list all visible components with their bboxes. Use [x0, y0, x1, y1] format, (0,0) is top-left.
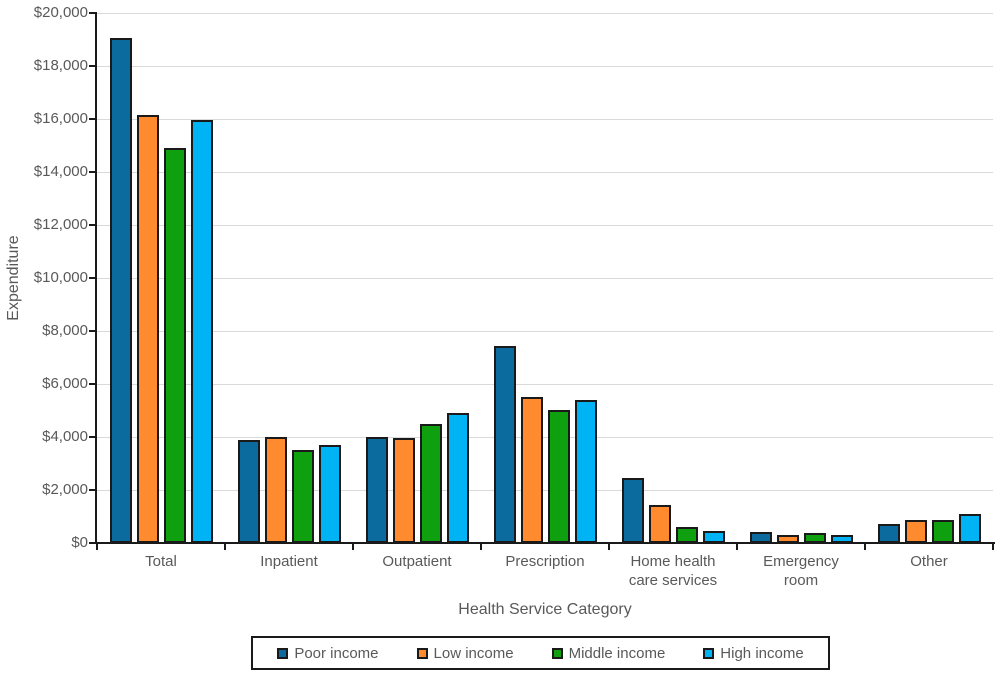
bar-high-income-outpatient: [446, 413, 469, 543]
y-tick-label: $0: [71, 534, 88, 551]
y-tick-label: $10,000: [33, 269, 88, 286]
bar-group-emergency-room: [737, 13, 865, 543]
y-axis-tick: [89, 489, 97, 491]
category-label-prescription: Prescription: [505, 553, 585, 570]
bar-middle-income-home-health-care-services: [675, 527, 698, 543]
bar-high-income-other: [958, 514, 981, 543]
bar-middle-income-inpatient: [291, 450, 314, 543]
bar-middle-income-outpatient: [419, 424, 442, 543]
bar-poor-income-inpatient: [237, 440, 260, 543]
y-axis-tick: [89, 224, 97, 226]
bar-middle-income-total: [163, 148, 186, 543]
y-axis-tick: [89, 542, 97, 544]
legend-label: Middle income: [568, 644, 666, 662]
category-label-outpatient: Outpatient: [382, 553, 452, 570]
y-tick-label: $6,000: [42, 375, 88, 392]
bar-group-other: [865, 13, 993, 543]
y-axis-tick: [89, 383, 97, 385]
x-axis-title: Health Service Category: [458, 601, 632, 618]
bar-high-income-prescription: [574, 400, 597, 543]
gridline: [97, 278, 993, 279]
legend-label: High income: [720, 644, 804, 662]
y-tick-label: $14,000: [33, 163, 88, 180]
bar-poor-income-total: [109, 38, 132, 543]
legend-label: Low income: [433, 644, 514, 662]
x-axis-line: [95, 542, 995, 544]
category-label-emergency-room: Emergency room: [763, 553, 839, 589]
y-tick-label: $2,000: [42, 481, 88, 498]
gridline: [97, 225, 993, 226]
y-axis-tick: [89, 171, 97, 173]
x-axis-tick: [736, 544, 738, 550]
category-label-home-health-care-services: Home health care services: [628, 553, 718, 589]
y-axis-tick: [89, 436, 97, 438]
category-label-inpatient: Inpatient: [260, 553, 318, 570]
bar-group-outpatient: [353, 13, 481, 543]
bar-middle-income-prescription: [547, 410, 570, 543]
bar-low-income-home-health-care-services: [648, 505, 671, 543]
legend-swatch-high-income: [703, 647, 715, 659]
gridline: [97, 331, 993, 332]
y-tick-label: $20,000: [33, 4, 88, 21]
x-axis-tick: [864, 544, 866, 550]
legend-item-middle-income: Middle income: [551, 644, 666, 662]
x-axis-tick: [96, 544, 98, 550]
bar-low-income-prescription: [520, 397, 543, 543]
y-axis-tick: [89, 12, 97, 14]
gridline: [97, 119, 993, 120]
x-axis-tick: [224, 544, 226, 550]
bar-low-income-outpatient: [392, 438, 415, 543]
legend-item-low-income: Low income: [416, 644, 514, 662]
legend-swatch-low-income: [416, 647, 428, 659]
legend-label: Poor income: [294, 644, 379, 662]
y-axis-tick: [89, 118, 97, 120]
legend-swatch-middle-income: [551, 647, 563, 659]
bar-group-inpatient: [225, 13, 353, 543]
bar-high-income-total: [190, 120, 213, 543]
bar-high-income-inpatient: [318, 445, 341, 543]
bar-poor-income-prescription: [493, 346, 516, 543]
bar-poor-income-outpatient: [365, 437, 388, 543]
y-tick-label: $18,000: [33, 57, 88, 74]
bar-group-prescription: [481, 13, 609, 543]
gridline: [97, 66, 993, 67]
x-axis-tick: [352, 544, 354, 550]
bar-group-home-health-care-services: [609, 13, 737, 543]
bar-middle-income-other: [931, 520, 954, 543]
y-axis-tick: [89, 330, 97, 332]
bar-poor-income-other: [877, 524, 900, 543]
y-tick-label: $12,000: [33, 216, 88, 233]
category-label-total: Total: [145, 553, 177, 570]
bar-low-income-inpatient: [264, 437, 287, 543]
category-label-other: Other: [910, 553, 948, 570]
legend-item-high-income: High income: [703, 644, 804, 662]
x-axis-tick: [992, 544, 994, 550]
y-axis-tick: [89, 65, 97, 67]
x-axis-tick: [608, 544, 610, 550]
gridline: [97, 490, 993, 491]
bar-low-income-total: [136, 115, 159, 543]
bar-group-total: [97, 13, 225, 543]
y-tick-label: $16,000: [33, 110, 88, 127]
legend-swatch-poor-income: [277, 647, 289, 659]
gridline: [97, 13, 993, 14]
gridline: [97, 172, 993, 173]
y-axis-title: Expenditure: [5, 235, 22, 321]
legend-item-poor-income: Poor income: [277, 644, 379, 662]
bar-poor-income-home-health-care-services: [621, 478, 644, 543]
bar-low-income-other: [904, 520, 927, 543]
x-axis-tick: [480, 544, 482, 550]
y-tick-label: $4,000: [42, 428, 88, 445]
y-tick-label: $8,000: [42, 322, 88, 339]
plot-area: [97, 13, 993, 543]
gridline: [97, 384, 993, 385]
legend: Poor income Low income Middle income High i…: [251, 636, 830, 670]
gridline: [97, 437, 993, 438]
y-axis-tick: [89, 277, 97, 279]
